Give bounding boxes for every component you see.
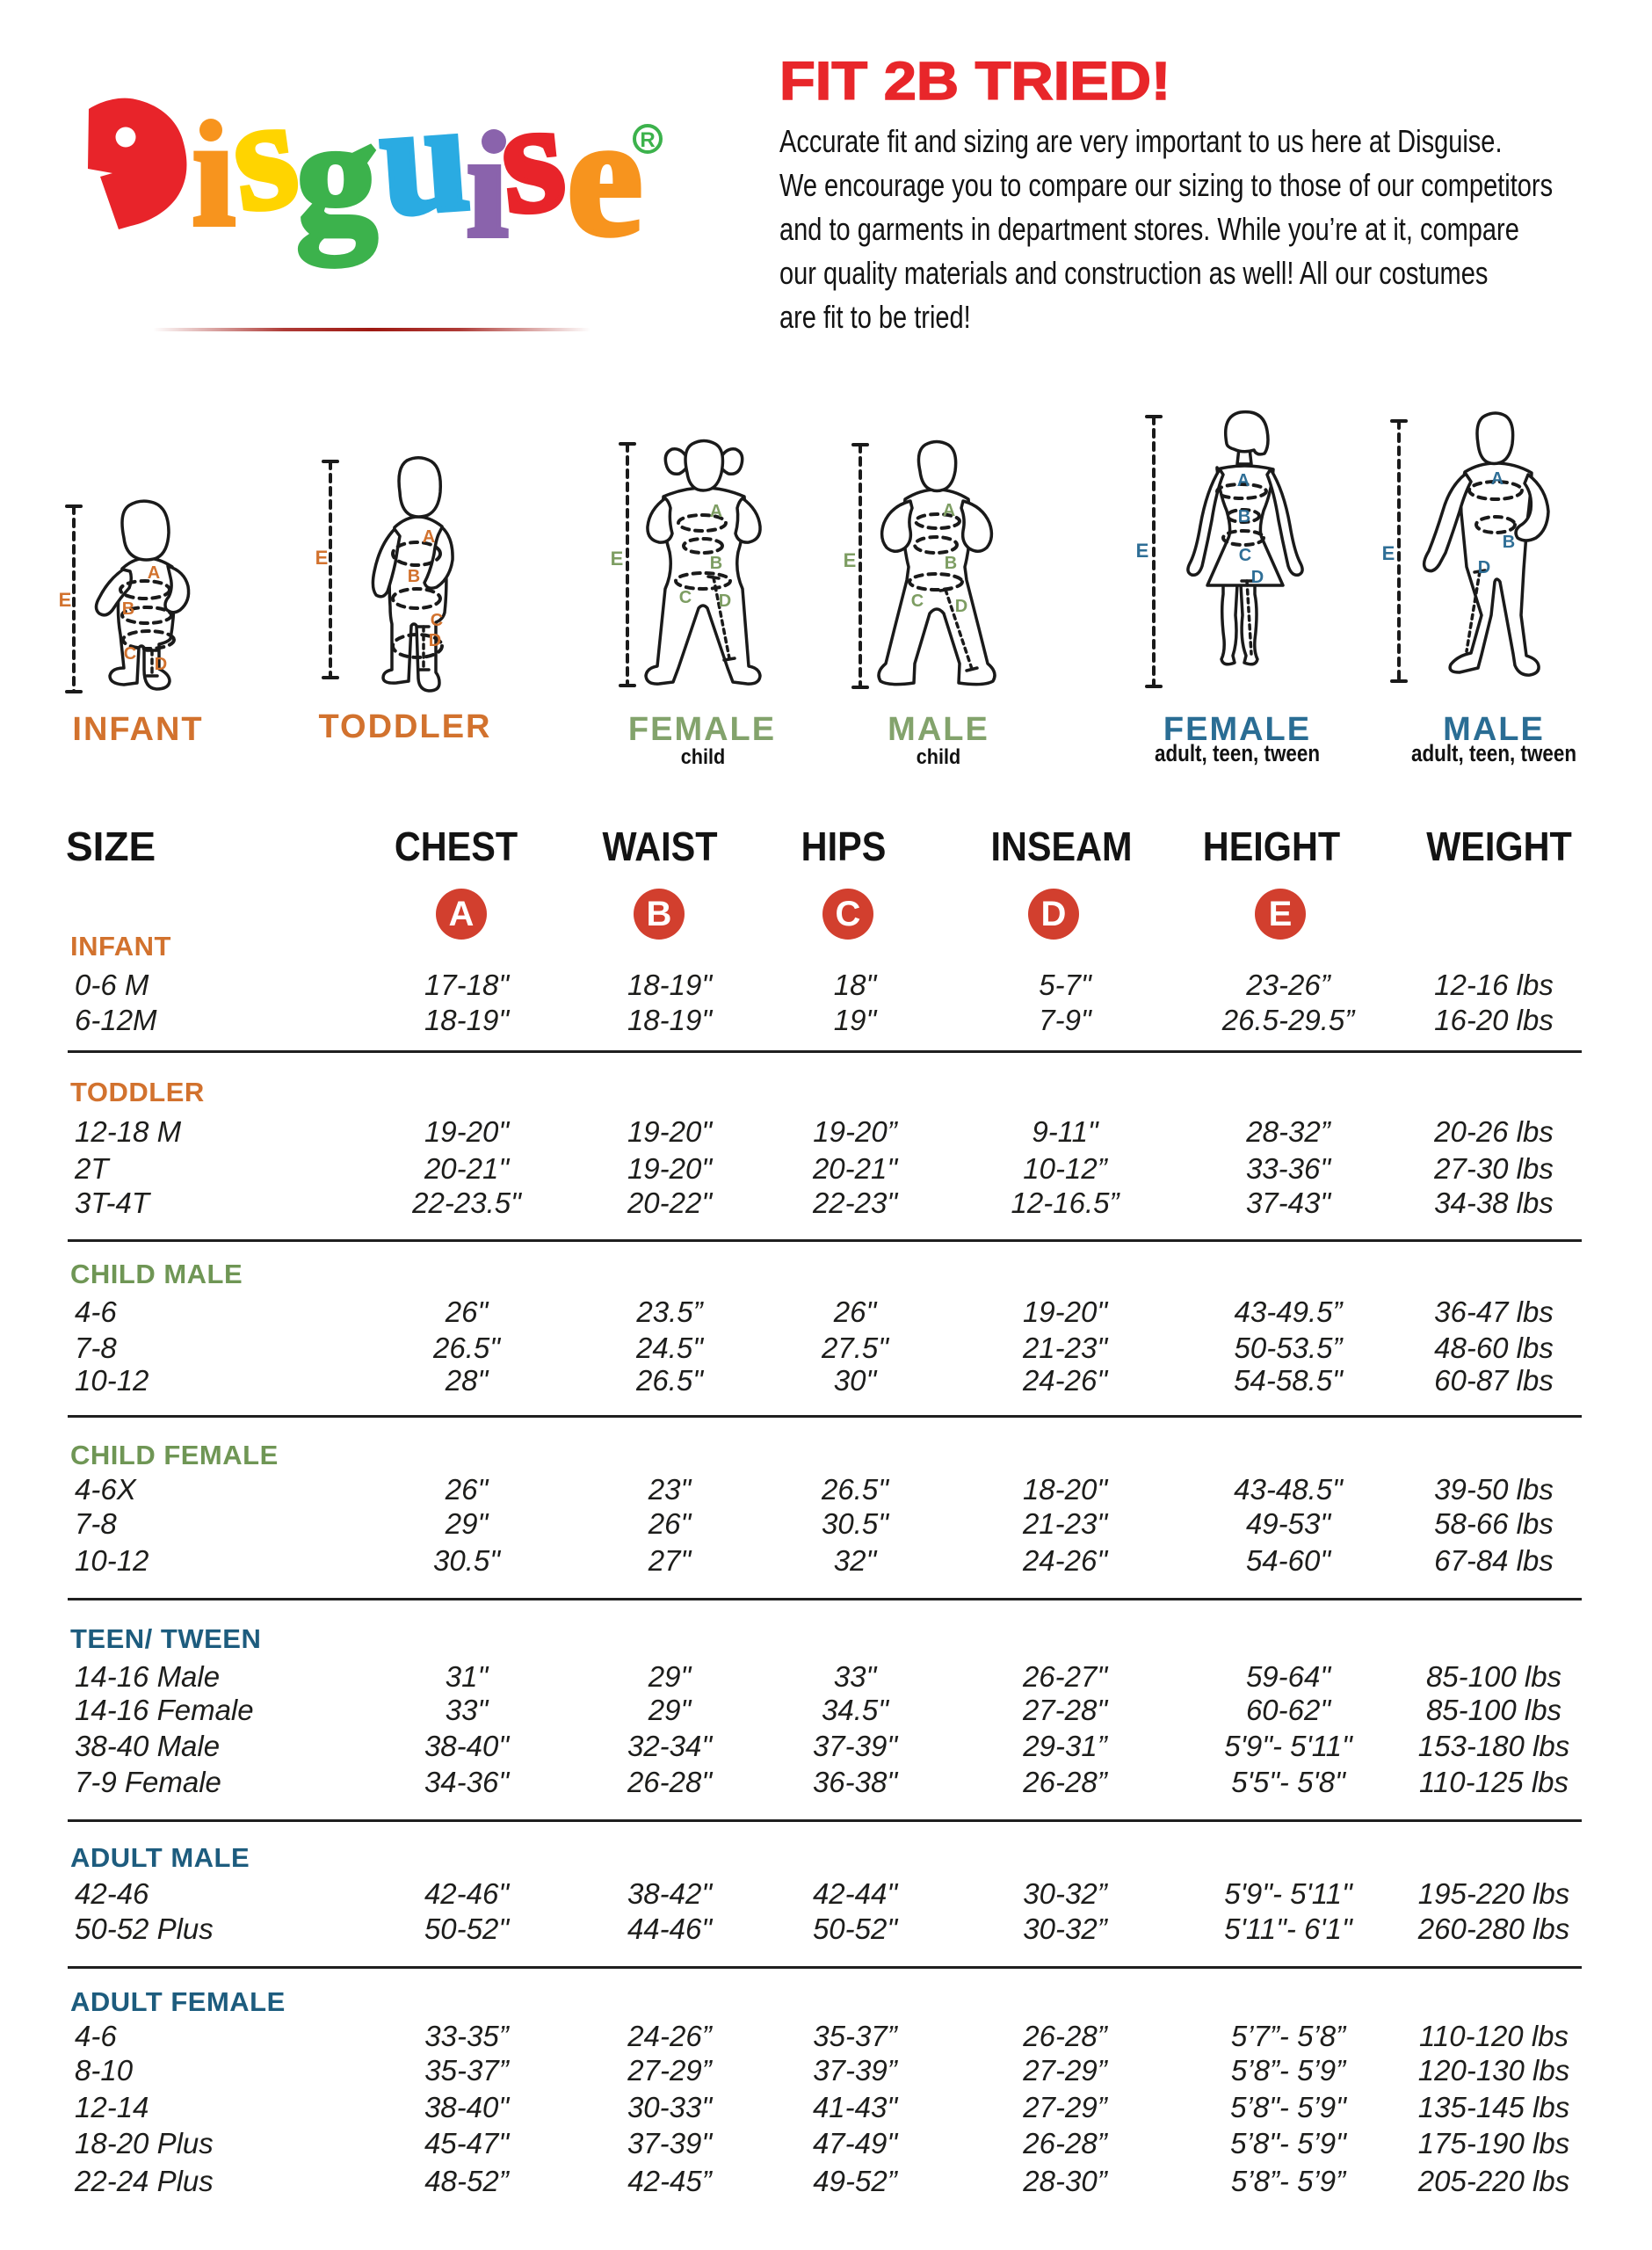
- svg-text:D: D: [155, 655, 167, 674]
- svg-text:C: C: [1239, 546, 1251, 565]
- svg-text:B: B: [1503, 533, 1515, 552]
- svg-text:E: E: [611, 548, 624, 570]
- svg-text:u: u: [374, 68, 475, 248]
- svg-text:E: E: [315, 547, 329, 569]
- svg-text:B: B: [122, 599, 134, 619]
- svg-text:A: A: [1491, 469, 1503, 489]
- svg-text:D: D: [429, 631, 441, 650]
- svg-text:g: g: [296, 86, 378, 266]
- svg-text:D: D: [1251, 568, 1264, 587]
- svg-text:ı: ı: [192, 87, 235, 258]
- svg-text:D: D: [955, 597, 967, 616]
- svg-text:E: E: [1382, 542, 1395, 564]
- svg-text:A: A: [1237, 471, 1250, 490]
- svg-text:B: B: [1238, 507, 1250, 526]
- svg-text:C: C: [431, 611, 443, 630]
- svg-text:A: A: [943, 501, 955, 520]
- svg-text:D: D: [1478, 558, 1490, 577]
- svg-text:C: C: [679, 588, 692, 607]
- svg-text:A: A: [710, 502, 722, 521]
- svg-text:C: C: [124, 644, 136, 664]
- svg-text:B: B: [408, 567, 420, 586]
- svg-text:D: D: [719, 592, 731, 611]
- svg-text:A: A: [148, 563, 160, 583]
- svg-text:B: B: [945, 554, 957, 573]
- svg-text:ı: ı: [467, 103, 508, 268]
- svg-text:e: e: [567, 82, 643, 272]
- svg-text:R: R: [640, 128, 655, 152]
- svg-text:C: C: [911, 592, 924, 611]
- svg-text:B: B: [710, 554, 722, 573]
- svg-text:E: E: [59, 589, 72, 611]
- svg-text:E: E: [1136, 540, 1149, 562]
- svg-text:A: A: [423, 527, 435, 547]
- svg-text:E: E: [844, 549, 857, 571]
